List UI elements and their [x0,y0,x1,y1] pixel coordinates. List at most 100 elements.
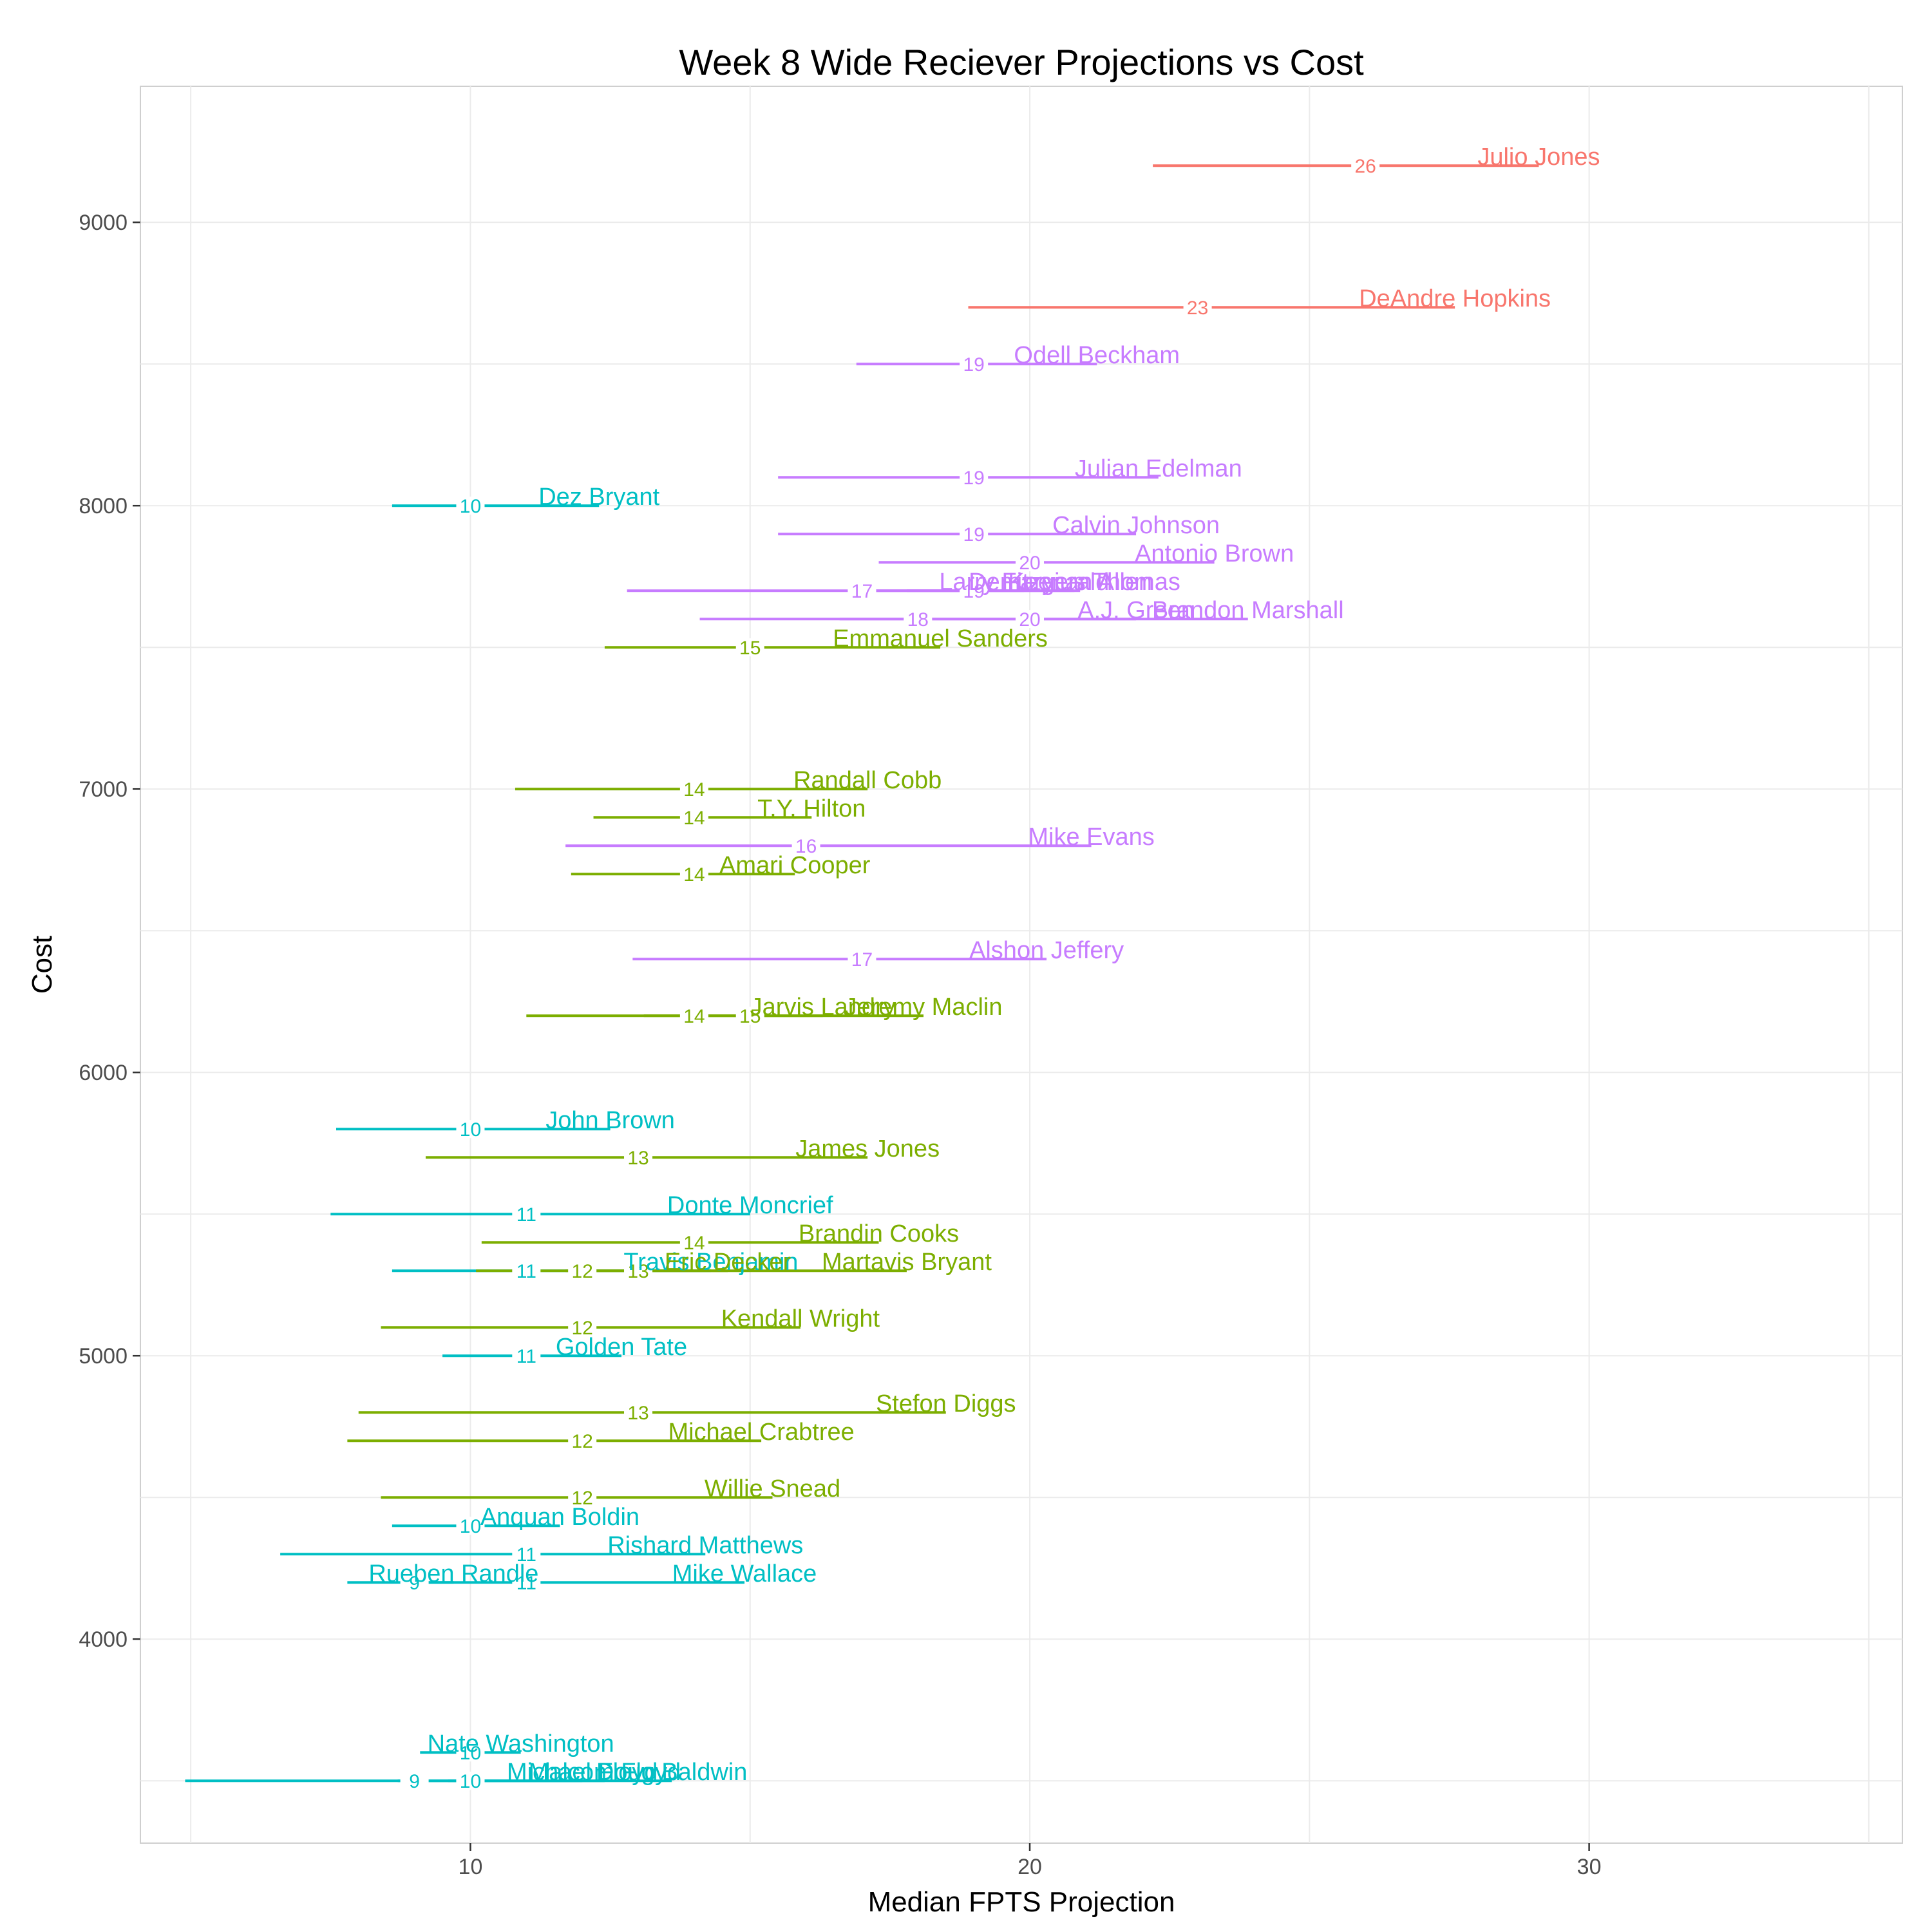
median-label: 12 [571,1261,592,1282]
median-label-bg [624,1148,653,1167]
median-label: 11 [516,1261,536,1282]
player-name-label: Malcom Floyd [529,1759,681,1786]
median-label-bg [400,1573,429,1592]
player-name-label: Martavis Bryant [822,1249,992,1276]
y-tick-label: 6000 [79,1061,128,1085]
player-name-label: Jeremy Maclin [845,994,1003,1021]
median-label-bg [679,1007,708,1025]
y-axis-title: Cost [26,936,58,994]
median-label: 10 [460,496,481,517]
median-label: 14 [683,779,705,800]
median-label-bg [624,1403,653,1422]
player-name-label: Stefon Diggs [876,1390,1016,1417]
median-label: 9 [409,1573,420,1594]
player-name-labels: Julio Jones DeAndre Hopkins Odell Beckham J… [368,144,1600,1786]
median-label-bg [904,610,933,629]
player-name-label: Kendall Wright [721,1305,880,1332]
median-label: 10 [460,1516,481,1537]
player-name-label: Nate Washington [428,1730,614,1757]
median-label-bg [512,1347,541,1365]
player-name-label: Rishard Matthews [607,1532,803,1559]
median-label: 26 [1354,156,1376,177]
median-label-bg [791,837,820,855]
median-label: 23 [1187,298,1208,319]
x-tick-label: 30 [1577,1855,1602,1879]
median-label: 12 [571,1318,592,1339]
player-name-label: Calvin Johnson [1052,512,1220,539]
median-label: 14 [683,1233,705,1254]
median-label: 20 [1019,609,1040,630]
y-tick-label: 5000 [79,1344,128,1368]
median-label-bg [960,355,989,374]
median-label: 15 [739,638,761,659]
player-name-label: Michael Crabtree [668,1419,854,1446]
median-label-bg [624,1262,653,1280]
median-label-bg [848,950,876,969]
player-name-label: Keenan Allen [1008,569,1152,596]
median-label-bg [456,497,485,515]
median-label-bg [848,582,876,600]
chart-title: Week 8 Wide Reciever Projections vs Cost [679,42,1364,82]
player-name-label: Mike Wallace [672,1560,817,1587]
median-label: 13 [627,1403,649,1424]
median-label-bg [1016,610,1045,629]
player-name-label: Michael Floyd [507,1759,658,1786]
median-label: 13 [627,1261,649,1282]
median-label-bg [960,582,989,600]
median-label-bg [1183,298,1212,317]
player-name-label: Eric Decker [665,1249,791,1276]
y-tick-label: 7000 [79,777,128,802]
median-label: 11 [516,1346,536,1367]
median-label-bg [735,1007,764,1025]
player-name-label: Doug Baldwin [596,1759,747,1786]
player-name-label: A.J. Green [1077,597,1195,624]
player-name-label: Anquan Boldin [480,1504,639,1531]
median-label-bg [960,525,989,544]
median-label: 14 [683,808,705,829]
player-name-label: Emmanuel Sanders [833,625,1048,652]
player-name-label: Travis Benjamin [623,1249,798,1276]
median-label-bg [679,1233,708,1252]
median-label-bg [512,1573,541,1592]
median-label: 17 [851,949,873,971]
median-label: 19 [963,468,984,489]
median-label-bg [1351,156,1380,175]
median-label: 9 [409,1771,420,1792]
x-tick-label: 20 [1018,1855,1042,1879]
median-labels: 2623191910192017191720181514141614171415… [400,156,1380,1792]
median-label-bg [400,1772,429,1790]
median-label: 10 [460,1743,481,1764]
median-label: 18 [907,609,929,630]
median-label: 14 [683,1006,705,1027]
player-name-label: Dez Bryant [538,484,659,511]
median-label: 20 [1019,553,1040,574]
y-axis: 4000 5000 6000 7000 8000 9000 [79,211,140,1652]
x-axis-title: Median FPTS Projection [868,1886,1175,1918]
player-name-label: DeAndre Hopkins [1359,285,1551,312]
player-name-label: Willie Snead [705,1475,840,1502]
y-tick-label: 9000 [79,211,128,235]
player-name-label: Demaryius Thomas [969,569,1180,596]
x-axis: 10 20 30 [459,1843,1602,1879]
median-label-bg [679,865,708,884]
median-label: 14 [683,864,705,886]
y-tick-label: 8000 [79,494,128,518]
median-label-bg [1016,553,1045,572]
player-name-label: Rueben Randle [368,1560,538,1587]
player-name-label: Brandin Cooks [799,1220,959,1247]
median-label: 19 [963,581,984,602]
player-name-label: Amari Cooper [719,852,871,879]
x-tick-label: 10 [459,1855,483,1879]
median-label: 19 [963,354,984,375]
median-label: 15 [739,1006,761,1027]
median-label: 19 [963,524,984,545]
player-name-label: Larry Fitzgerald [939,569,1109,596]
player-name-label: Randall Cobb [793,767,942,794]
median-label-bg [568,1262,597,1280]
median-label: 17 [851,581,873,602]
player-name-label: Julian Edelman [1075,455,1242,482]
plot-panel [140,86,1903,1844]
player-name-label: Jarvis Landry [750,994,896,1021]
median-label-bg [568,1432,597,1450]
median-label-bg [568,1488,597,1507]
